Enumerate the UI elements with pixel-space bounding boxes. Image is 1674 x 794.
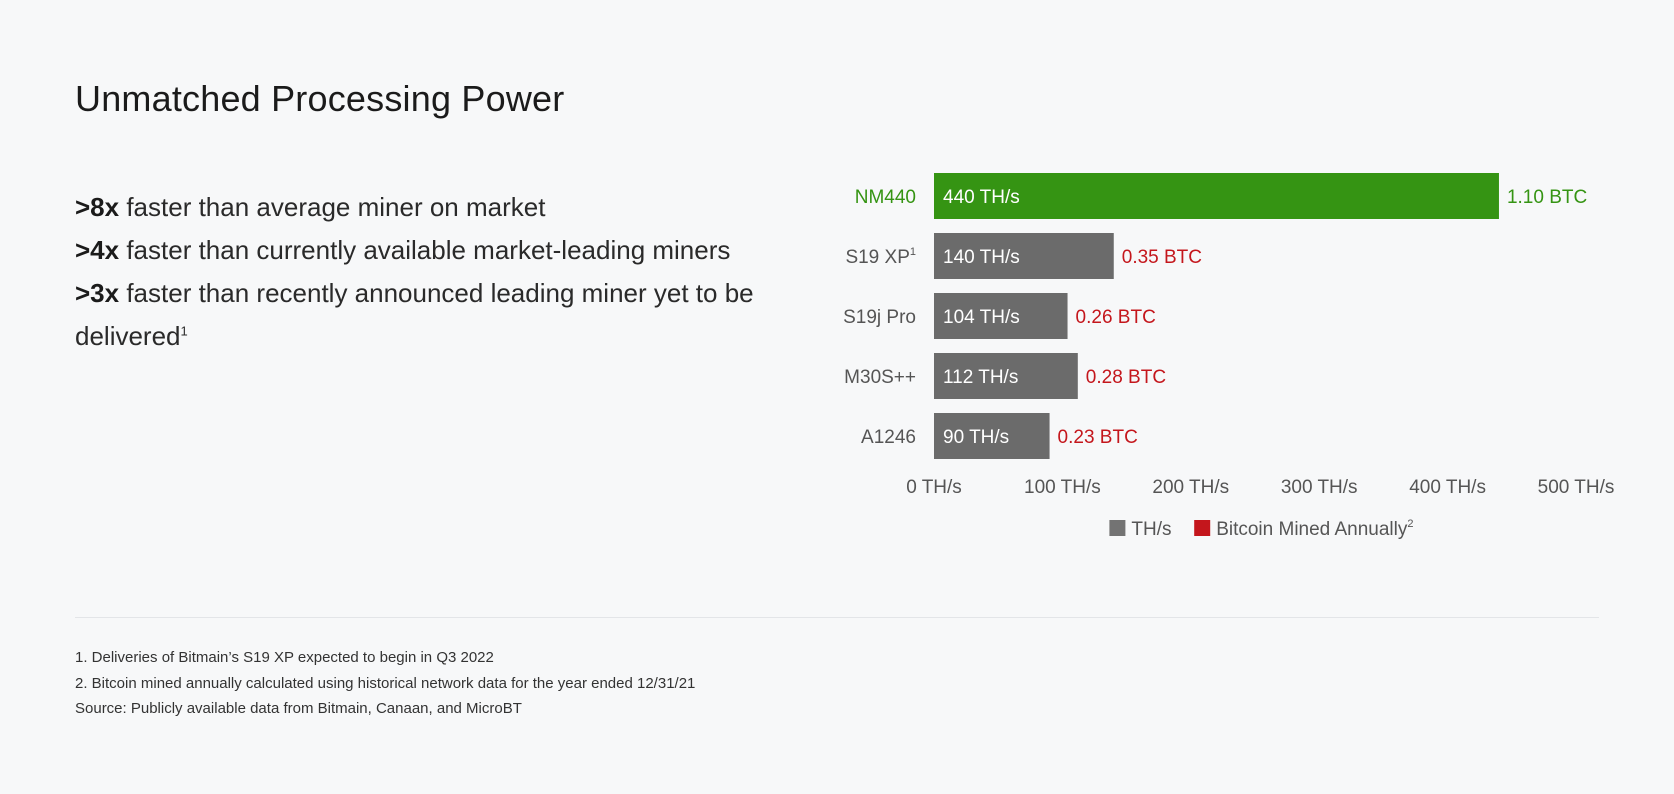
btc-value-label: 0.23 BTC <box>1058 427 1138 448</box>
bar-value-label: 90 TH/s <box>943 427 1009 448</box>
btc-value-label: 0.35 BTC <box>1122 247 1202 268</box>
legend-footnote-marker: 2 <box>1407 518 1413 530</box>
bullet-multiplier: >4x <box>75 235 120 265</box>
category-label: S19 XP1 <box>845 246 916 268</box>
bullet-line: delivered1 <box>75 315 775 358</box>
legend-label: TH/s <box>1131 519 1171 540</box>
x-tick-label: 500 TH/s <box>1538 477 1615 498</box>
category-label: S19j Pro <box>843 307 916 328</box>
bar-value-label: 104 TH/s <box>943 307 1020 328</box>
footnotes: 1. Deliveries of Bitmain’s S19 XP expect… <box>75 645 695 722</box>
bar-value-label: 112 TH/s <box>943 367 1018 388</box>
performance-bullets: >8x faster than average miner on market … <box>75 186 775 358</box>
section-divider <box>75 617 1599 618</box>
category-label: A1246 <box>861 427 916 448</box>
bullet-line: >3x faster than recently announced leadi… <box>75 272 775 315</box>
footnote-1: 1. Deliveries of Bitmain’s S19 XP expect… <box>75 649 494 666</box>
legend-swatch <box>1194 520 1211 536</box>
page-title: Unmatched Processing Power <box>75 78 565 119</box>
x-tick-label: 100 TH/s <box>1024 477 1101 498</box>
btc-value-label: 0.26 BTC <box>1076 307 1156 328</box>
bullet-multiplier: >3x <box>75 278 120 308</box>
bullet-text: faster than recently announced leading m… <box>119 278 754 308</box>
category-footnote-marker: 1 <box>910 246 916 258</box>
x-tick-label: 0 TH/s <box>906 477 962 498</box>
bullet-text: faster than average miner on market <box>119 192 546 222</box>
btc-value-label: 0.28 BTC <box>1086 367 1166 388</box>
legend-swatch <box>1109 520 1126 536</box>
bar-a1246 <box>934 413 1050 459</box>
bar-nm440 <box>934 173 1499 219</box>
bar-value-label: 440 TH/s <box>943 187 1020 208</box>
category-label: NM440 <box>855 187 916 208</box>
bullet-line: >4x faster than currently available mark… <box>75 229 775 272</box>
legend-label: Bitcoin Mined Annually2 <box>1216 518 1413 540</box>
hashrate-chart: NM440 440 TH/s 1.10 BTC S19 XP1 140 TH/s 0.35… <box>820 170 1620 570</box>
bar-s19j-pro <box>934 293 1068 339</box>
bar-value-label: 140 TH/s <box>943 247 1020 268</box>
footnote-source: Source: Publicly available data from Bit… <box>75 700 522 717</box>
bar-s19-xp <box>934 233 1114 279</box>
bullet-text: delivered <box>75 321 181 351</box>
x-tick-label: 200 TH/s <box>1152 477 1229 498</box>
bullet-line: >8x faster than average miner on market <box>75 186 775 229</box>
x-tick-label: 400 TH/s <box>1409 477 1486 498</box>
hashrate-bar-chart-svg: NM440 440 TH/s 1.10 BTC S19 XP1 140 TH/s 0.35… <box>843 173 1615 540</box>
category-label: M30S++ <box>844 367 916 388</box>
x-tick-label: 300 TH/s <box>1281 477 1358 498</box>
btc-value-label: 1.10 BTC <box>1507 187 1587 208</box>
footnote-2: 2. Bitcoin mined annually calculated usi… <box>75 674 696 692</box>
bar-m30s- <box>934 353 1078 399</box>
footnote-marker: 1 <box>180 323 188 339</box>
bullet-multiplier: >8x <box>75 192 120 222</box>
bullet-text: faster than currently available market-l… <box>119 235 731 265</box>
